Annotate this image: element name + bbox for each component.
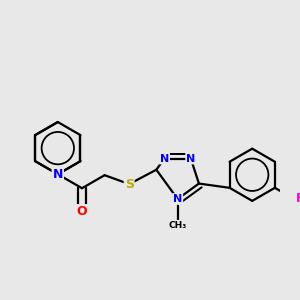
Text: F: F (296, 192, 300, 205)
Text: CH₃: CH₃ (169, 220, 187, 230)
Text: N: N (160, 154, 169, 164)
Text: N: N (173, 194, 182, 204)
Text: O: O (77, 205, 87, 218)
Text: S: S (125, 178, 134, 190)
Text: N: N (52, 168, 63, 181)
Text: N: N (186, 154, 195, 164)
